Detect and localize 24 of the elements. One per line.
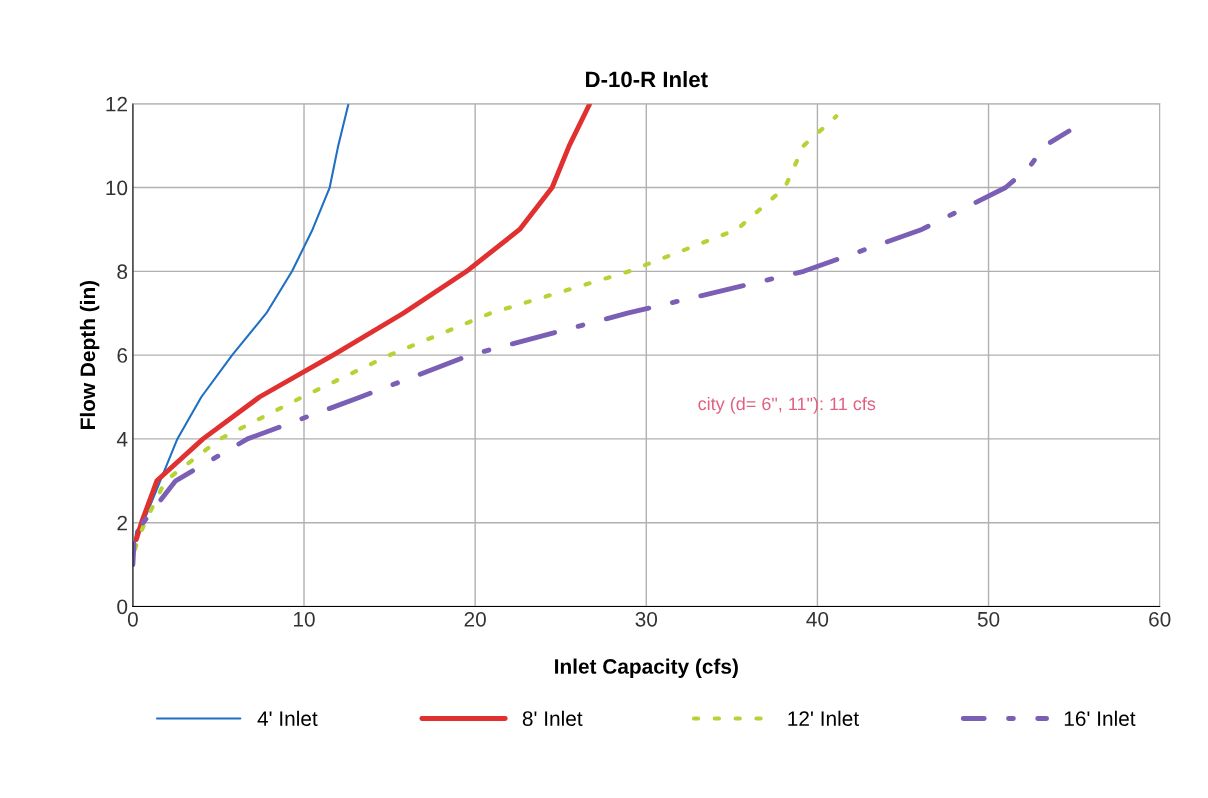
y-tick-label: 4 — [116, 432, 128, 447]
x-tick-label: 10 — [294, 611, 315, 627]
legend-label: 8' Inlet — [522, 710, 583, 726]
x-tick-label: 50 — [977, 611, 1000, 627]
y-tick-label: 10 — [106, 180, 128, 196]
legend-label: 12' Inlet — [788, 710, 859, 726]
x-tick-label: 30 — [635, 611, 658, 627]
y-axis-title: Flow Depth (in) — [79, 280, 100, 429]
y-tick-label: 2 — [117, 515, 127, 531]
y-tick-label: 6 — [117, 348, 128, 363]
line-series — [133, 103, 593, 542]
x-tick-label: 60 — [1149, 611, 1171, 627]
legend-label: 4' Inlet — [257, 710, 318, 726]
y-tick-label: 8 — [117, 264, 128, 280]
annotation: city (d= 6", 11"): 11 cfs — [698, 396, 876, 414]
y-tick-label: 12 — [106, 96, 127, 112]
legend-label: 16' Inlet — [1064, 710, 1136, 726]
x-tick-label: 0 — [127, 611, 138, 627]
line-series — [132, 128, 1072, 568]
x-axis-title: Inlet Capacity (cfs) — [555, 658, 738, 678]
x-tick-label: 40 — [806, 611, 829, 627]
chart-title: D-10-R Inlet — [586, 70, 708, 88]
y-tick-label: 0 — [117, 599, 128, 615]
x-tick-label: 20 — [464, 611, 486, 627]
